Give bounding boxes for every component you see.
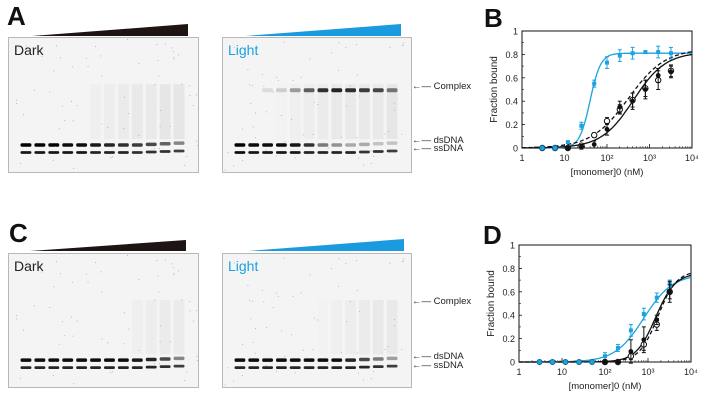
svg-text:0.6: 0.6 [505,73,518,83]
svg-text:0: 0 [510,358,515,368]
ssdna-label: ssDNA [433,143,464,154]
band-label-ssdna-a: ←— ssDNA [412,143,464,154]
svg-text:10⁴: 10⁴ [685,153,699,163]
svg-text:1: 1 [516,367,521,377]
wedge-c-dark [30,240,186,251]
svg-text:[monomer]0 (nM): [monomer]0 (nM) [571,167,644,178]
svg-text:Fraction bound: Fraction bound [486,270,497,337]
svg-text:10: 10 [557,367,567,377]
svg-text:10³: 10³ [643,153,656,163]
gel-title-dark: Dark [14,42,44,58]
complex-label: Complex [433,296,472,307]
svg-text:[monomer]0 (nM): [monomer]0 (nM) [569,381,642,392]
concentration-wedges [30,24,404,251]
gel-a-dark: Dark [8,37,199,173]
band-label-complex-c: ←— Complex [412,296,472,307]
complex-label: Complex [433,81,472,92]
dsdna-label: dsDNA [433,351,464,362]
svg-text:10²: 10² [600,153,613,163]
gel-c-light: Light [222,253,412,388]
gel-title-light: Light [228,42,259,58]
svg-text:1: 1 [510,241,515,251]
panel-letter-a: A [7,1,26,31]
wedge-a-light [245,24,401,36]
svg-text:0.2: 0.2 [505,120,518,130]
gel-title-light: Light [228,258,259,274]
svg-text:0.4: 0.4 [502,311,515,321]
svg-text:1: 1 [519,153,524,163]
svg-text:0: 0 [513,144,518,154]
dsdna-label: dsDNA [433,135,464,146]
wedge-c-light [248,239,404,251]
panel-letter-c: C [9,218,28,248]
svg-text:1: 1 [513,27,518,37]
svg-text:0.6: 0.6 [502,287,515,297]
gel-a-light: Light [222,37,412,173]
binding-chart-d: 0 0.2 0.4 0.6 0.8 1 1 10 10² 10³ 10⁴ [monomer]0 (nM… [486,241,698,393]
svg-text:0.2: 0.2 [502,334,515,344]
svg-text:0.8: 0.8 [505,50,518,60]
band-label-ssdna-c: ←— ssDNA [412,360,464,371]
svg-text:10⁴: 10⁴ [684,367,698,377]
band-label-complex-a: ←— Complex [412,81,472,92]
band-label-dsdna-c: ←— dsDNA [412,351,464,362]
svg-text:0.4: 0.4 [505,97,518,107]
wedge-a-dark [32,24,188,36]
svg-text:10³: 10³ [641,367,654,377]
ssdna-label: ssDNA [433,360,464,371]
svg-text:10²: 10² [598,367,611,377]
panel-letter-b: B [484,3,503,33]
binding-chart-b: 0 0.2 0.4 0.6 0.8 1 1 10 10² 10³ 10⁴ [monomer]0 (nM… [489,27,699,179]
svg-text:0.8: 0.8 [502,264,515,274]
gel-c-dark: Dark [8,253,199,388]
svg-text:10: 10 [559,153,569,163]
band-label-dsdna-a: ←— dsDNA [412,135,464,146]
panel-letter-d: D [483,220,502,250]
gel-title-dark: Dark [14,258,44,274]
svg-text:Fraction bound: Fraction bound [489,56,500,123]
